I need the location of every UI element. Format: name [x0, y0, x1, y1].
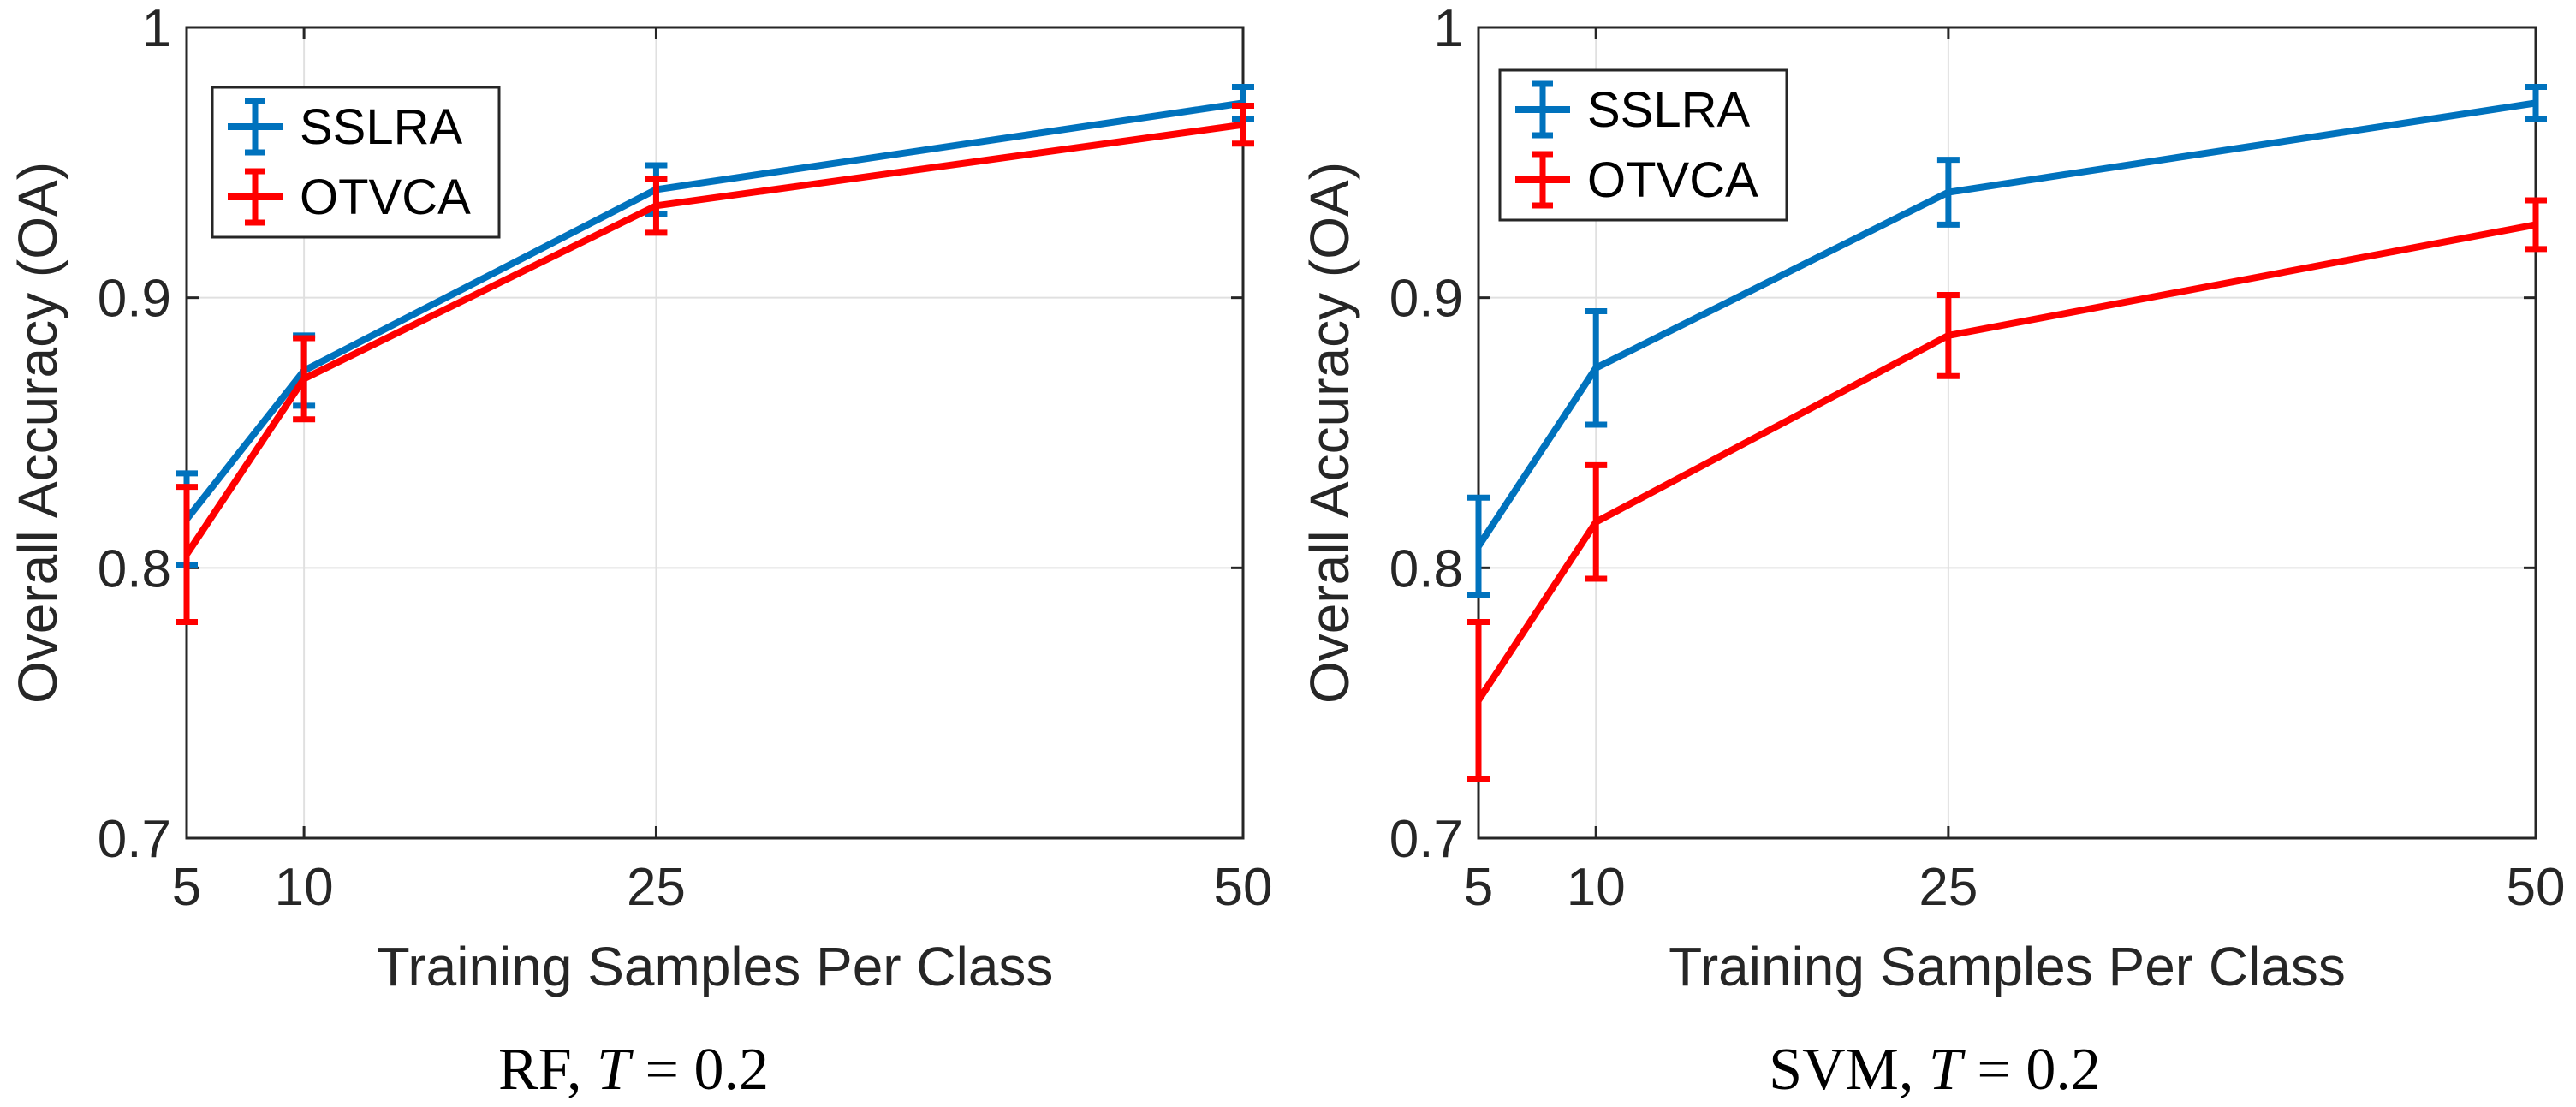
legend: SSLRA OTVCA: [211, 86, 501, 239]
caption-value: = 0.2: [1962, 1037, 2101, 1103]
y-tick-label: 0.7: [1389, 810, 1463, 869]
y-tick-label: 0.7: [98, 810, 171, 869]
legend-label-otvca: OTVCA: [300, 170, 471, 225]
y-tick-label: 1: [142, 0, 171, 58]
caption-prefix: SVM,: [1769, 1037, 1929, 1103]
caption-variable: T: [1929, 1037, 1966, 1103]
series-otvca: [176, 103, 1254, 625]
x-tick-label: 25: [1919, 858, 1978, 917]
axes-box: [1477, 26, 2537, 840]
caption-variable: T: [597, 1037, 634, 1103]
legend-box: [211, 86, 501, 239]
chart-panel-1: 5 10 25 50 0.7 0.8 0.9 1 Training Samples Per Cl…: [7, 0, 1272, 1103]
y-tick-label: 0.8: [98, 539, 171, 598]
x-tick-label: 5: [172, 858, 201, 917]
series-line: [183, 99, 1244, 521]
x-tick-label: 10: [1567, 858, 1626, 917]
caption-value: = 0.2: [630, 1037, 769, 1103]
caption-prefix: RF,: [498, 1037, 597, 1103]
legend-box: [1498, 68, 1788, 222]
y-tick-label: 0.8: [1389, 539, 1463, 598]
series-line: [1475, 221, 2537, 703]
x-tick-label: 50: [1214, 858, 1273, 917]
axes-box: [185, 26, 1245, 840]
legend-label-sslra: SSLRA: [300, 99, 463, 155]
caption: SVM, T = 0.2: [1769, 1037, 2101, 1103]
legend: SSLRA OTVCA: [1498, 68, 1788, 222]
series-line: [1475, 99, 2537, 549]
y-tick-label: 0.9: [1389, 270, 1463, 329]
x-axis-label: Training Samples Per Class: [1669, 936, 2346, 997]
legend-label-otvca: OTVCA: [1587, 152, 1758, 208]
legend-label-sslra: SSLRA: [1587, 82, 1751, 138]
y-axis-label: Overall Accuracy (OA): [7, 162, 68, 704]
x-axis-label: Training Samples Per Class: [377, 936, 1054, 997]
y-tick-label: 1: [1434, 0, 1463, 58]
series-line: [183, 121, 1244, 556]
y-tick-label: 0.9: [98, 270, 171, 329]
x-tick-label: 25: [627, 858, 686, 917]
x-tick-label: 10: [275, 858, 334, 917]
series-otvca: [1467, 197, 2547, 783]
x-tick-label: 5: [1464, 858, 1493, 917]
x-tick-label: 50: [2507, 858, 2566, 917]
series-sslra: [1467, 83, 2547, 598]
y-axis-label: Overall Accuracy (OA): [1299, 162, 1360, 704]
caption: RF, T = 0.2: [498, 1037, 769, 1103]
chart-panel-2: 5 10 25 50 0.7 0.8 0.9 1 Training Samples Per Cl…: [1299, 0, 2565, 1103]
